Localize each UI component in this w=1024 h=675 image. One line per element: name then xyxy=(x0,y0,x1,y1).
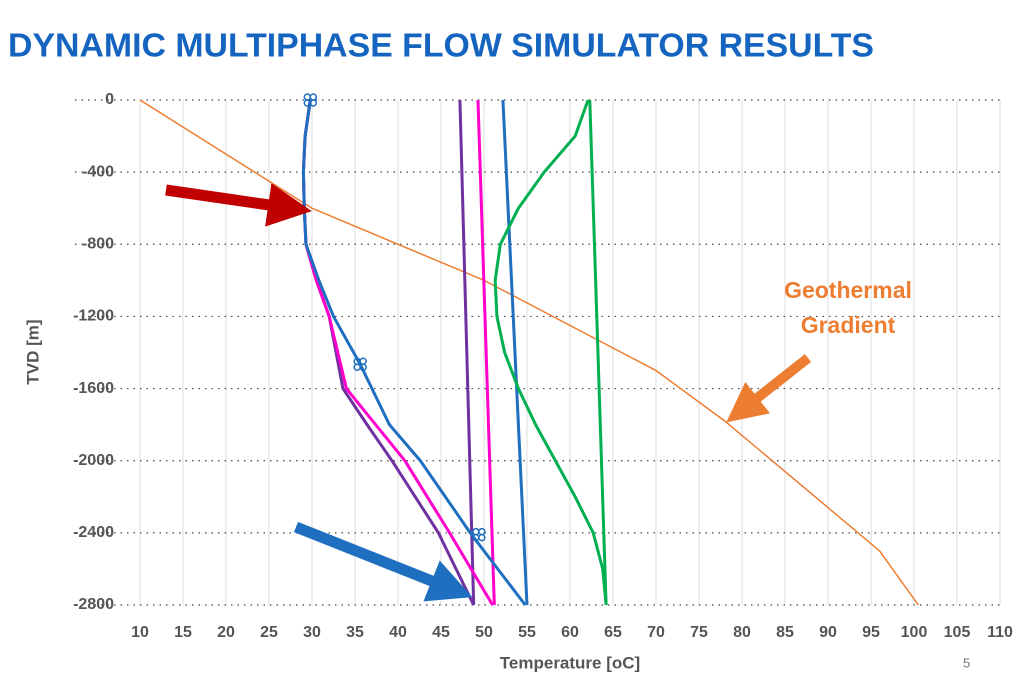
x-tick-label: 105 xyxy=(944,624,971,641)
marker-lobe xyxy=(359,363,367,371)
blue-arrow xyxy=(293,521,473,602)
series-line xyxy=(139,99,919,606)
x-tick-label: 85 xyxy=(776,624,794,641)
marker-lobe xyxy=(478,533,486,542)
x-tick-label: 40 xyxy=(389,624,407,641)
x-tick-label: 45 xyxy=(432,624,450,641)
plot: 10 15 20 25 30 35 40 45 50 55 60 65 70 75 80 85 90 95 100 1… xyxy=(73,91,1013,641)
series-line xyxy=(501,99,529,606)
x-tick-label: 110 xyxy=(987,624,1013,641)
y-tick-label: -2800 xyxy=(73,596,114,613)
x-tick-label: 55 xyxy=(518,624,536,641)
x-tick-label: 100 xyxy=(901,624,928,641)
x-tick-label: 25 xyxy=(260,624,278,641)
annotation: Geothermal xyxy=(784,277,912,303)
y-tick-label: -2000 xyxy=(73,452,114,469)
x-tick-label: 65 xyxy=(604,624,622,641)
orange-arrow xyxy=(726,354,812,423)
y-tick-label: -1200 xyxy=(73,308,114,325)
red-arrow xyxy=(165,183,312,227)
marker xyxy=(303,93,318,107)
marker-lobe xyxy=(309,93,318,101)
y-tick-label: 0 xyxy=(105,91,114,108)
page-number: 5 xyxy=(963,655,970,670)
x-tick-label: 20 xyxy=(217,624,235,641)
series-line xyxy=(301,99,527,606)
series-line xyxy=(458,99,476,606)
marker xyxy=(353,357,367,371)
annotation: Gradient xyxy=(801,312,896,338)
marker-lobe xyxy=(303,93,312,101)
y-tick-label: -800 xyxy=(82,236,114,253)
x-tick-label: 15 xyxy=(174,624,192,641)
x-tick-label: 70 xyxy=(647,624,665,641)
slide-title: DYNAMIC MULTIPHASE FLOW SIMULATOR RESULT… xyxy=(8,27,874,64)
x-tick-label: 35 xyxy=(346,624,364,641)
x-tick-label: 60 xyxy=(561,624,579,641)
series-line xyxy=(588,99,608,606)
y-tick-label: -400 xyxy=(82,163,114,180)
x-tick-label: 10 xyxy=(131,624,149,641)
marker-lobe xyxy=(309,99,318,107)
y-tick-label: -2400 xyxy=(73,524,114,541)
x-tick-label: 30 xyxy=(303,624,321,641)
series-line xyxy=(476,99,496,606)
x-tick-label: 95 xyxy=(862,624,880,641)
x-tick-label: 80 xyxy=(733,624,751,641)
marker-lobe xyxy=(359,357,367,365)
y-axis-title: TVD [m] xyxy=(23,319,42,384)
x-tick-label: 75 xyxy=(690,624,708,641)
x-tick-label: 50 xyxy=(475,624,493,641)
marker-lobe xyxy=(472,527,480,536)
y-tick-label: -1600 xyxy=(73,380,114,397)
x-axis-title: Temperature [oC] xyxy=(500,653,640,672)
series-line xyxy=(493,99,608,606)
x-tick-label: 90 xyxy=(819,624,837,641)
marker xyxy=(472,527,486,542)
